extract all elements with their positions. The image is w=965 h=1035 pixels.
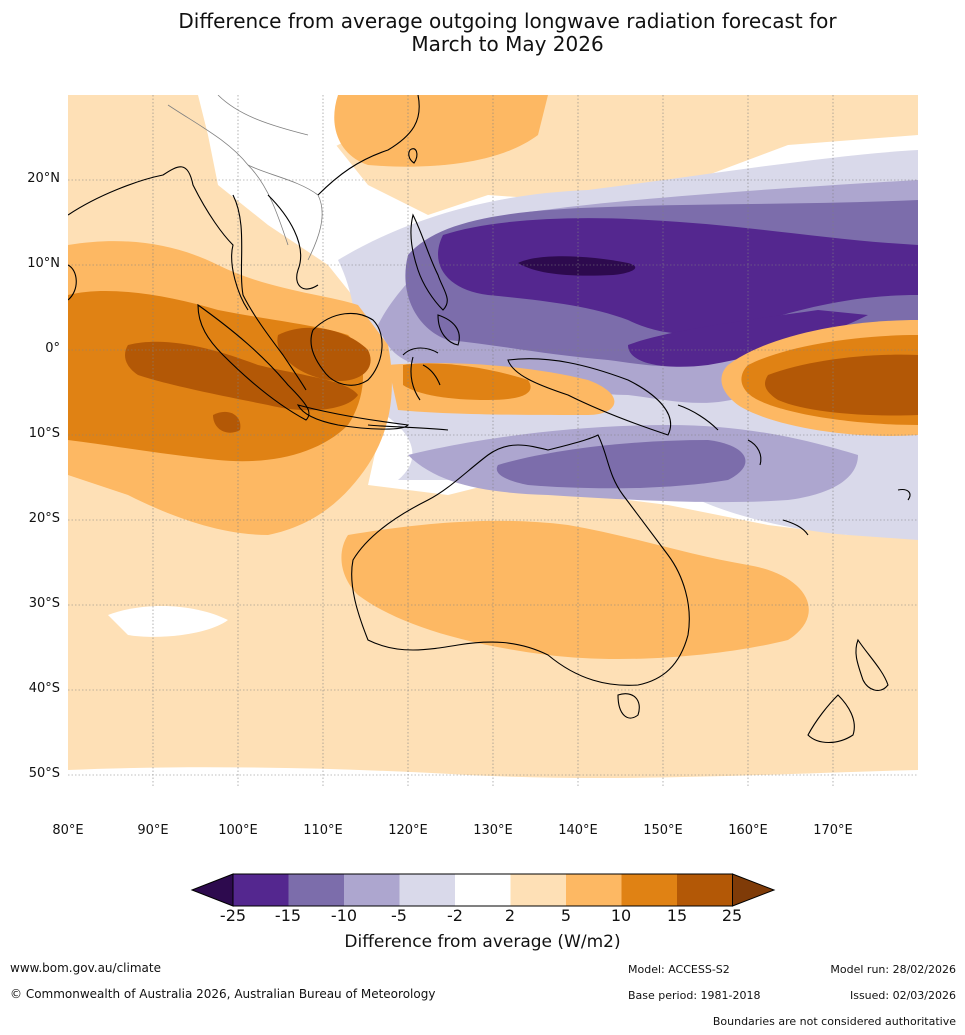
lon-label-90e: 90°E xyxy=(137,823,169,838)
colorbar-bin-2-5 xyxy=(510,874,566,906)
lat-label-40s: 40°S xyxy=(28,681,60,696)
title-line-2: March to May 2026 xyxy=(411,32,604,56)
olr-anomaly-map xyxy=(68,95,918,788)
colorbar-tick-minus15: -15 xyxy=(274,906,302,925)
title-line-1: Difference from average outgoing longwav… xyxy=(178,9,837,33)
lon-label-170e: 170°E xyxy=(813,823,853,838)
anomaly-minus25-minus15-core-east xyxy=(628,310,868,367)
lon-label-140e: 140°E xyxy=(558,823,598,838)
lon-label-80e: 80°E xyxy=(52,823,84,838)
lat-label-10s: 10°S xyxy=(28,426,60,441)
coastlines xyxy=(68,95,911,744)
colorbar-legend xyxy=(190,873,776,907)
model-name: Model: ACCESS-S2 xyxy=(628,963,730,976)
map-title: Difference from average outgoing longwav… xyxy=(0,10,965,56)
copyright-text: © Commonwealth of Australia 2026, Austra… xyxy=(10,987,436,1001)
colorbar-bin-minus5-minus2 xyxy=(399,874,455,906)
lon-label-150e: 150°E xyxy=(643,823,683,838)
boundary-disclaimer: Boundaries are not considered authoritat… xyxy=(712,1015,956,1028)
colorbar-tick-25: 25 xyxy=(721,906,743,925)
lat-label-20s: 20°S xyxy=(28,511,60,526)
colorbar-title: Difference from average (W/m2) xyxy=(344,932,621,952)
anomaly-below-minus25 xyxy=(518,256,636,276)
colorbar-extend-low xyxy=(190,873,234,907)
anomaly-neutral-southwest xyxy=(108,605,228,637)
lat-label-30s: 30°S xyxy=(28,596,60,611)
colorbar-tick-2: 2 xyxy=(504,906,516,925)
colorbar-tick-15: 15 xyxy=(666,906,688,925)
lat-label-0: 0° xyxy=(45,341,60,356)
colorbar-tick-10: 10 xyxy=(610,906,632,925)
lat-label-50s: 50°S xyxy=(28,766,60,781)
anomaly-5-10-china xyxy=(334,95,548,167)
lon-label-110e: 110°E xyxy=(303,823,343,838)
model-run-date: Model run: 28/02/2026 xyxy=(830,963,956,976)
anomaly-10-15-maritime xyxy=(403,363,531,400)
anomaly-15-25-java xyxy=(213,411,241,433)
colorbar-bin-15-25 xyxy=(677,874,733,906)
colorbar-tick-minus25: -25 xyxy=(219,906,247,925)
lon-label-160e: 160°E xyxy=(728,823,768,838)
colorbar-bin-minus10-minus5 xyxy=(344,874,400,906)
colorbar-bin-minus25-minus15 xyxy=(233,874,289,906)
colorbar-tick-5: 5 xyxy=(560,906,572,925)
base-period: Base period: 1981-2018 xyxy=(628,989,761,1002)
anomaly-minus15-minus10-australia xyxy=(496,440,746,489)
colorbar-extend-high xyxy=(732,873,776,907)
lat-label-20n: 20°N xyxy=(27,171,60,186)
colorbar-tick-minus5: -5 xyxy=(391,906,407,925)
lon-label-100e: 100°E xyxy=(218,823,258,838)
anomaly-15-25-east-pacific xyxy=(765,354,918,416)
colorbar-bin-minus2-2 xyxy=(455,874,511,906)
anomaly-15-25-sumatra xyxy=(125,341,359,411)
colorbar-tick-minus10: -10 xyxy=(330,906,358,925)
colorbar-tick-minus2: -2 xyxy=(447,906,463,925)
website-link[interactable]: www.bom.gov.au/climate xyxy=(10,961,161,975)
colorbar-bin-5-10 xyxy=(566,874,622,906)
colorbar-bin-10-15 xyxy=(621,874,677,906)
lon-label-120e: 120°E xyxy=(388,823,428,838)
anomaly-15-25-borneo xyxy=(277,327,371,381)
issued-date: Issued: 02/03/2026 xyxy=(849,989,956,1002)
colorbar-bin-minus15-minus10 xyxy=(288,874,344,906)
anomaly-minus25-minus15 xyxy=(438,218,918,335)
lat-label-10n: 10°N xyxy=(27,256,60,271)
anomaly-5-10-australia xyxy=(341,520,809,660)
lon-label-130e: 130°E xyxy=(473,823,513,838)
